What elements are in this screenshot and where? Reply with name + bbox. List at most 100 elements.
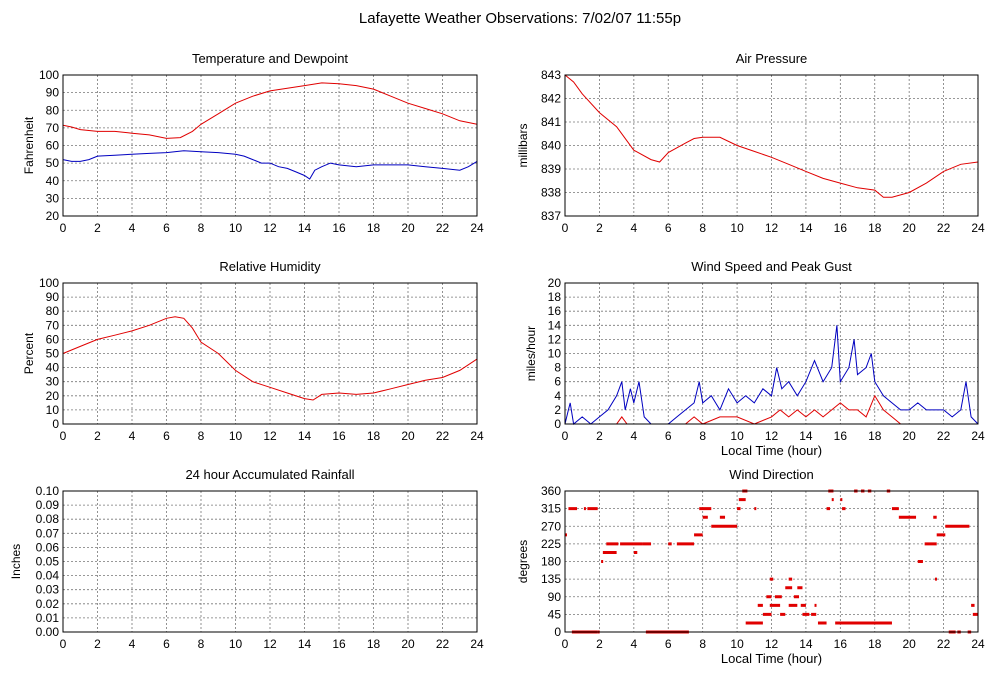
plot-frame (564, 282, 979, 425)
y-tick-label: 6 (554, 375, 561, 389)
plot-frame (62, 74, 478, 217)
x-tick-label: 10 (730, 221, 744, 235)
chart-title: Wind Speed and Peak Gust (691, 259, 852, 274)
x-tick-label: 18 (367, 221, 381, 235)
x-tick-label: 6 (665, 221, 672, 235)
x-tick-label: 14 (298, 637, 312, 651)
x-tick-label: 2 (596, 429, 603, 443)
x-tick-label: 20 (401, 221, 415, 235)
y-tick-label: 839 (541, 162, 561, 176)
x-tick-label: 20 (902, 429, 916, 443)
chart-wind: 0 2 4 6 8 10 12 14 16 18 20 22 2402468101214161820Wi… (524, 259, 985, 458)
x-tick-label: 12 (263, 429, 277, 443)
x-tick-label: 22 (937, 221, 951, 235)
x-tick-label: 4 (630, 429, 637, 443)
x-tick-label: 0 (60, 429, 67, 443)
y-tick-label: 270 (541, 519, 561, 533)
y-tick-label: 18 (548, 290, 562, 304)
x-tick-label: 4 (630, 637, 637, 651)
y-tick-label: 16 (548, 304, 562, 318)
y-tick-label: 0.02 (36, 597, 60, 611)
x-tick-label: 0 (60, 637, 67, 651)
y-axis-label: millibars (516, 123, 530, 167)
x-tick-label: 18 (367, 637, 381, 651)
y-tick-label: 20 (548, 276, 562, 290)
y-tick-label: 8 (554, 361, 561, 375)
x-tick-label: 2 (94, 221, 101, 235)
page-title: Lafayette Weather Observations: 7/02/07 … (359, 10, 681, 27)
x-tick-label: 12 (765, 429, 779, 443)
x-tick-label: 16 (332, 637, 346, 651)
x-tick-label: 16 (332, 429, 346, 443)
y-tick-label: 0.10 (36, 484, 60, 498)
x-tick-label: 8 (198, 221, 205, 235)
y-tick-label: 20 (46, 209, 60, 223)
x-tick-label: 14 (298, 221, 312, 235)
chart-title: Relative Humidity (219, 259, 321, 274)
x-tick-label: 16 (834, 221, 848, 235)
chart-title: Wind Direction (729, 467, 814, 482)
y-axis-label: miles/hour (524, 326, 538, 381)
y-tick-label: 20 (46, 389, 60, 403)
x-axis-label: Local Time (hour) (721, 443, 822, 458)
x-tick-label: 22 (436, 221, 450, 235)
plot-frame (62, 282, 478, 425)
plot-frame (564, 74, 979, 217)
y-tick-label: 60 (46, 139, 60, 153)
series-line-1 (62, 150, 478, 180)
y-tick-label: 100 (39, 68, 59, 82)
x-tick-label: 18 (367, 429, 381, 443)
series-line-0 (564, 325, 979, 425)
x-tick-label: 6 (665, 637, 672, 651)
x-tick-label: 0 (562, 637, 569, 651)
x-tick-label: 22 (436, 429, 450, 443)
y-tick-label: 0.06 (36, 540, 60, 554)
y-tick-label: 30 (46, 375, 60, 389)
chart-title: 24 hour Accumulated Rainfall (185, 467, 354, 482)
x-tick-label: 8 (198, 429, 205, 443)
x-tick-label: 24 (470, 221, 484, 235)
y-tick-label: 360 (541, 484, 561, 498)
y-tick-label: 841 (541, 115, 561, 129)
x-tick-label: 8 (198, 637, 205, 651)
y-tick-label: 4 (554, 389, 561, 403)
x-tick-label: 4 (129, 429, 136, 443)
x-tick-label: 8 (699, 429, 706, 443)
series-line-0 (62, 316, 478, 401)
plot-frame (62, 490, 478, 633)
charts-layer: 0 2 4 6 8 10 12 14 16 18 20 22 242030405060708090100… (9, 51, 985, 666)
y-tick-label: 0.08 (36, 512, 60, 526)
x-tick-label: 8 (699, 637, 706, 651)
y-tick-label: 180 (541, 555, 561, 569)
x-tick-label: 18 (868, 429, 882, 443)
series-line-0 (62, 82, 478, 139)
x-tick-label: 12 (765, 637, 779, 651)
x-tick-label: 2 (596, 637, 603, 651)
x-tick-label: 6 (163, 429, 170, 443)
x-tick-label: 22 (937, 429, 951, 443)
y-tick-label: 50 (46, 156, 60, 170)
y-tick-label: 135 (541, 572, 561, 586)
x-tick-label: 4 (129, 221, 136, 235)
x-tick-label: 14 (799, 637, 813, 651)
y-tick-label: 80 (46, 304, 60, 318)
y-tick-label: 40 (46, 174, 60, 188)
x-tick-label: 2 (94, 429, 101, 443)
y-tick-label: 0.07 (36, 526, 60, 540)
chart-pressure: 0 2 4 6 8 10 12 14 16 18 20 22 248378388398408418428… (516, 51, 985, 235)
series-line-0 (564, 74, 979, 198)
x-tick-label: 6 (163, 221, 170, 235)
y-tick-label: 0.00 (36, 625, 60, 639)
y-tick-label: 0.04 (36, 569, 60, 583)
x-tick-label: 8 (699, 221, 706, 235)
x-tick-label: 16 (332, 221, 346, 235)
y-tick-label: 843 (541, 68, 561, 82)
chart-direction: 0 2 4 6 8 10 12 14 16 18 20 22 240459013518022527031… (516, 467, 985, 666)
x-tick-label: 24 (470, 637, 484, 651)
y-tick-label: 50 (46, 347, 60, 361)
y-axis-label: Percent (22, 332, 36, 374)
y-tick-label: 837 (541, 209, 561, 223)
y-tick-label: 90 (548, 590, 562, 604)
x-tick-label: 24 (971, 429, 985, 443)
